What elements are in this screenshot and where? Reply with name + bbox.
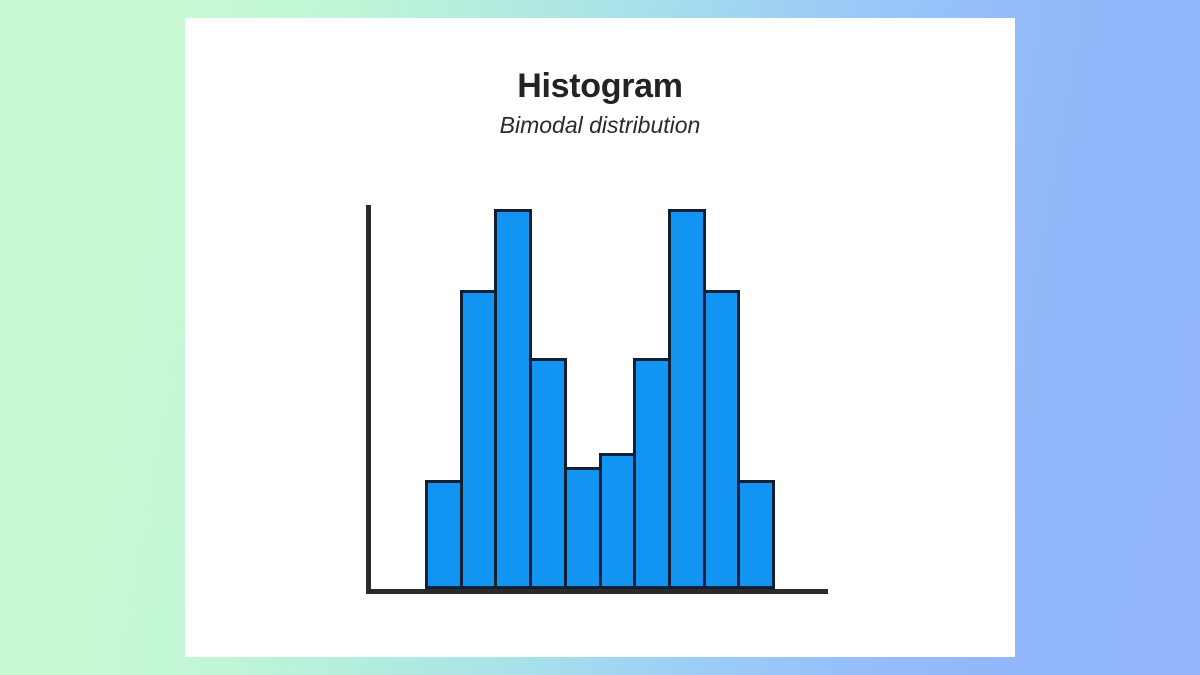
histogram-bar [459, 290, 498, 589]
plot-area [185, 18, 1015, 657]
histogram-bar [425, 480, 463, 589]
y-axis-line [366, 205, 371, 594]
histogram-bar [633, 358, 671, 589]
histogram-bar [529, 358, 567, 589]
chart-subtitle: Bimodal distribution [499, 112, 701, 138]
histogram-bar [667, 209, 706, 589]
histogram-bar [563, 466, 602, 589]
bar-series [425, 209, 776, 589]
histogram-bar [737, 480, 776, 589]
histogram-chart: Histogram Bimodal distribution [185, 18, 1015, 657]
chart-title: Histogram [517, 67, 683, 105]
chart-header: Histogram Bimodal distribution [185, 66, 1015, 140]
histogram-bar [494, 209, 533, 589]
histogram-bar [702, 290, 741, 589]
histogram-bar [598, 453, 637, 589]
x-axis-line [366, 589, 828, 594]
chart-card: Histogram Bimodal distribution [185, 18, 1015, 657]
